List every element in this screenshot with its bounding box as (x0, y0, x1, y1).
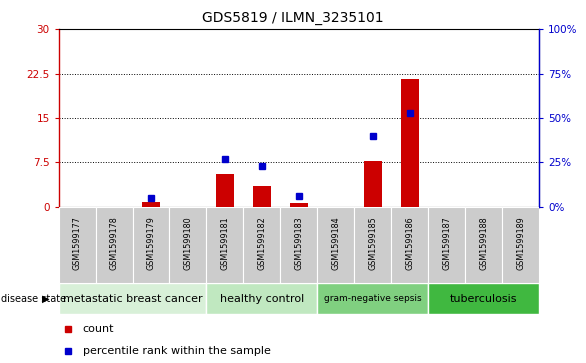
Bar (59, 207, 96, 283)
Text: GSM1599187: GSM1599187 (442, 217, 451, 270)
Bar (132, 207, 169, 283)
Text: GSM1599179: GSM1599179 (146, 217, 155, 270)
Bar (400, 79, 419, 207)
Bar (363, 161, 382, 207)
Bar (318, 207, 355, 283)
Text: GSM1599185: GSM1599185 (368, 217, 377, 270)
Bar (391, 207, 428, 283)
Bar (428, 283, 539, 314)
Bar (243, 207, 280, 283)
Text: GSM1599183: GSM1599183 (294, 217, 304, 270)
Bar (355, 207, 391, 283)
Bar (318, 283, 428, 314)
Text: ▶: ▶ (42, 294, 50, 303)
Bar (142, 202, 160, 207)
Bar (206, 207, 243, 283)
Bar (169, 207, 206, 283)
Text: GSM1599186: GSM1599186 (406, 217, 414, 270)
Text: GSM1599181: GSM1599181 (220, 217, 230, 270)
Text: GSM1599188: GSM1599188 (479, 217, 488, 270)
Text: disease state: disease state (1, 294, 66, 303)
Bar (289, 203, 308, 207)
Bar (465, 207, 502, 283)
Text: GSM1599177: GSM1599177 (73, 217, 81, 270)
Bar (428, 207, 465, 283)
Bar (59, 283, 206, 314)
Text: tuberculosis: tuberculosis (450, 294, 517, 303)
Text: GSM1599178: GSM1599178 (110, 217, 118, 270)
Text: gram-negative sepsis: gram-negative sepsis (324, 294, 421, 303)
Bar (206, 283, 318, 314)
Bar (253, 186, 271, 207)
Text: GSM1599184: GSM1599184 (331, 217, 340, 270)
Text: GSM1599182: GSM1599182 (257, 217, 267, 270)
Bar (96, 207, 132, 283)
Text: GSM1599189: GSM1599189 (516, 217, 525, 270)
Text: metastatic breast cancer: metastatic breast cancer (63, 294, 202, 303)
Bar (216, 174, 234, 207)
Bar (502, 207, 539, 283)
Text: percentile rank within the sample: percentile rank within the sample (83, 346, 271, 356)
Text: GSM1599180: GSM1599180 (183, 217, 192, 270)
Text: GDS5819 / ILMN_3235101: GDS5819 / ILMN_3235101 (202, 11, 384, 25)
Text: healthy control: healthy control (220, 294, 304, 303)
Text: count: count (83, 324, 114, 334)
Bar (280, 207, 318, 283)
